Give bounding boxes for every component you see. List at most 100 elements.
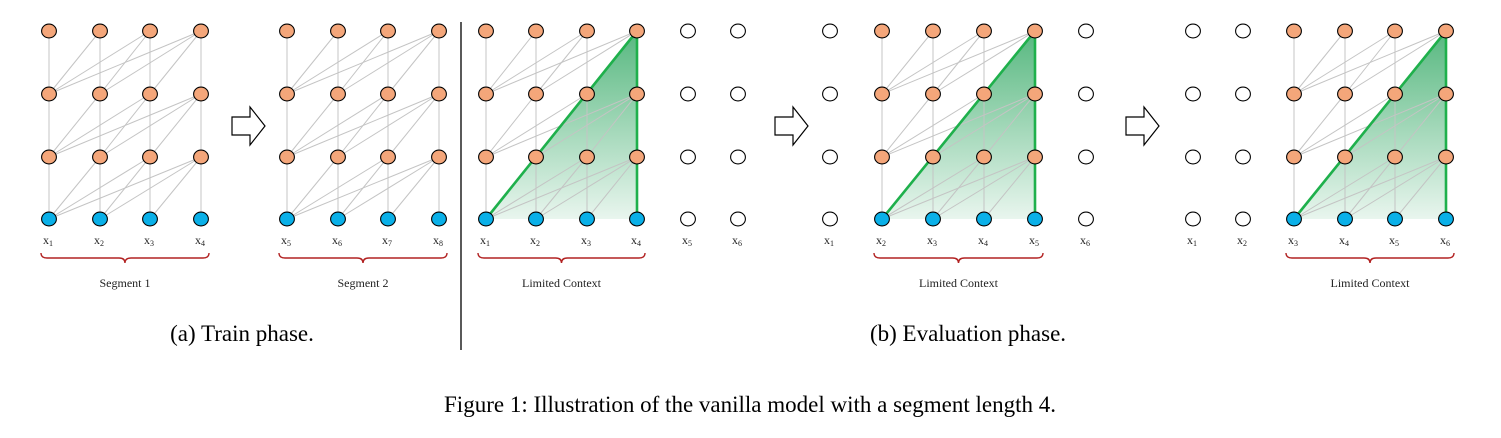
hidden-node <box>1337 23 1353 39</box>
input-node <box>41 211 57 227</box>
attention-edge <box>286 156 339 220</box>
token-label: x4 <box>195 233 205 248</box>
token-label: x1 <box>43 233 53 248</box>
token-base: x <box>1288 233 1294 247</box>
attention-edge <box>1344 93 1447 158</box>
token-base: x <box>1080 233 1086 247</box>
hidden-node <box>279 149 295 165</box>
token-base: x <box>1237 233 1243 247</box>
token-label: x1 <box>824 233 834 248</box>
attention-edge <box>387 30 440 95</box>
token-label: x1 <box>480 233 490 248</box>
hidden-node <box>431 23 447 39</box>
input-node <box>142 211 158 227</box>
hidden-node <box>330 86 346 102</box>
empty-node <box>1078 86 1094 102</box>
token-subscript: 1 <box>49 239 53 248</box>
token-base: x <box>144 233 150 247</box>
attention-edge <box>485 30 638 95</box>
input-node <box>380 211 396 227</box>
token-base: x <box>824 233 830 247</box>
attention-edge <box>485 93 588 158</box>
token-label: x4 <box>631 233 641 248</box>
empty-node <box>1235 23 1251 39</box>
token-subscript: 5 <box>287 239 291 248</box>
attention-edge <box>48 93 151 158</box>
hidden-node <box>41 86 57 102</box>
token-base: x <box>195 233 201 247</box>
attention-edge <box>1394 156 1447 220</box>
hidden-node <box>925 149 941 165</box>
attention-edge <box>881 30 934 95</box>
hidden-node <box>1387 86 1403 102</box>
token-subscript: 2 <box>1243 239 1247 248</box>
hidden-node <box>874 86 890 102</box>
token-base: x <box>281 233 287 247</box>
empty-node <box>1235 86 1251 102</box>
segment-label: Limited Context <box>522 276 602 290</box>
token-subscript: 6 <box>1446 239 1450 248</box>
attention-edge <box>48 93 101 158</box>
hidden-node <box>1387 149 1403 165</box>
arrow-icon <box>774 105 809 147</box>
hidden-node <box>629 86 645 102</box>
hidden-node <box>874 23 890 39</box>
input-node <box>92 211 108 227</box>
input-node <box>1027 211 1043 227</box>
token-base: x <box>480 233 486 247</box>
token-subscript: 4 <box>637 239 641 248</box>
token-subscript: 2 <box>100 239 104 248</box>
attention-edge <box>286 93 440 158</box>
segment-label: Segment 2 <box>338 276 389 290</box>
attention-edge <box>286 30 389 95</box>
token-label: x3 <box>927 233 937 248</box>
input-node <box>1286 211 1302 227</box>
hidden-node <box>579 149 595 165</box>
hidden-node <box>579 86 595 102</box>
hidden-node <box>925 86 941 102</box>
input-node <box>478 211 494 227</box>
input-node <box>976 211 992 227</box>
empty-node <box>1078 23 1094 39</box>
token-subscript: 1 <box>830 239 834 248</box>
empty-node <box>822 86 838 102</box>
token-subscript: 3 <box>1294 239 1298 248</box>
input-node <box>1438 211 1454 227</box>
hidden-node <box>380 23 396 39</box>
token-label: x5 <box>1389 233 1399 248</box>
segment-brace <box>278 252 448 264</box>
empty-node <box>1235 211 1251 227</box>
attention-edge <box>535 30 638 95</box>
token-base: x <box>94 233 100 247</box>
input-node <box>1337 211 1353 227</box>
token-label: x5 <box>1029 233 1039 248</box>
hidden-node <box>193 149 209 165</box>
token-subscript: 5 <box>1395 239 1399 248</box>
attention-edge <box>337 93 440 158</box>
attention-edge <box>1394 93 1447 158</box>
hidden-node <box>193 23 209 39</box>
segment-brace <box>40 252 210 264</box>
attention-edge <box>286 30 440 95</box>
attention-edge <box>99 156 202 220</box>
token-subscript: 3 <box>150 239 154 248</box>
attention-edge <box>1293 93 1346 158</box>
hidden-node <box>1027 86 1043 102</box>
input-node <box>193 211 209 227</box>
hidden-node <box>380 149 396 165</box>
token-base: x <box>43 233 49 247</box>
token-base: x <box>433 233 439 247</box>
hidden-node <box>629 23 645 39</box>
hidden-node <box>478 86 494 102</box>
hidden-node <box>1387 23 1403 39</box>
segment-label: Segment 1 <box>100 276 151 290</box>
empty-node <box>822 149 838 165</box>
arrow-icon <box>1125 105 1160 147</box>
attention-edge <box>535 93 638 158</box>
token-base: x <box>682 233 688 247</box>
empty-node <box>822 211 838 227</box>
token-base: x <box>631 233 637 247</box>
hidden-node <box>431 86 447 102</box>
attention-edge <box>149 30 202 95</box>
attention-edge <box>48 30 101 95</box>
